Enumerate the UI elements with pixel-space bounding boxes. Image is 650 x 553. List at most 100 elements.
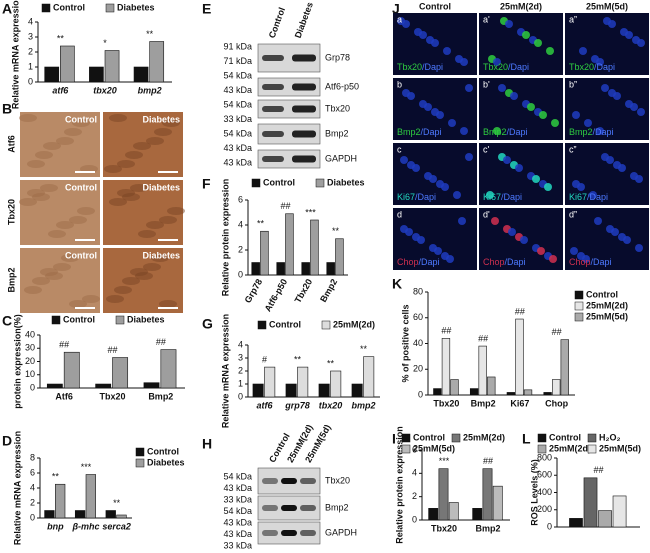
significance: ***: [81, 462, 92, 472]
nucleus: [419, 31, 427, 39]
y-axis-label: ROS Levels (%): [529, 459, 539, 526]
nucleus: [486, 191, 494, 199]
nucleus: [630, 103, 638, 111]
y-tick-label: 40: [25, 329, 35, 339]
blot-band: [262, 84, 284, 90]
significance: **: [332, 226, 340, 236]
tissue-texture: [40, 268, 58, 276]
kda-marker: 43 kDa: [223, 143, 252, 153]
bar: [438, 468, 449, 521]
y-tick-label: 4: [28, 16, 33, 26]
nucleus: [407, 92, 415, 100]
fluorescence-image: [479, 13, 563, 75]
nucleus: [453, 191, 461, 199]
band-label: Atf6-p50: [325, 81, 359, 91]
y-tick-label: 400: [537, 487, 552, 497]
y-tick-label: 20: [25, 356, 35, 366]
blot-band: [292, 105, 316, 113]
y-tick-label: 200: [537, 504, 552, 514]
nucleus: [508, 228, 516, 236]
nucleus: [537, 247, 545, 255]
counterstain: /Dapi: [415, 192, 436, 202]
legend-label: Control: [263, 177, 295, 187]
nucleus: [493, 127, 501, 135]
bar: [89, 66, 104, 83]
cell-letter: c”: [569, 144, 577, 154]
tissue-texture: [109, 198, 127, 206]
kda-marker: 33 kDa: [223, 114, 252, 124]
legend-swatch: [401, 444, 411, 454]
row-label: Bmp2: [6, 267, 16, 292]
legend-label: Diabetes: [117, 2, 155, 12]
legend-swatch: [251, 178, 261, 188]
band-label: Tbx20: [325, 103, 350, 113]
scale-bar: [158, 171, 178, 173]
tissue-texture: [154, 128, 172, 136]
bar: [478, 345, 487, 396]
significance: **: [57, 33, 65, 43]
panel-label: I: [392, 431, 396, 447]
y-tick-label: 0: [418, 389, 423, 399]
legend-swatch: [587, 433, 597, 443]
bar: [318, 383, 330, 398]
band-label: Bmp2: [325, 502, 349, 512]
nucleus: [601, 84, 609, 92]
y-tick-label: 0: [238, 269, 243, 279]
nucleus: [579, 47, 587, 55]
nucleus: [572, 111, 580, 119]
legend-label: Control: [586, 289, 618, 299]
nucleus: [534, 39, 542, 47]
significance: **: [360, 344, 368, 354]
y-axis-label: Relative protein expression: [394, 426, 404, 544]
significance: **: [327, 358, 335, 368]
nucleus: [606, 156, 614, 164]
y-tick-label: 0: [30, 382, 35, 392]
legend-label: Diabetes: [127, 314, 165, 324]
bar: [335, 238, 344, 276]
kda-marker: 43 kDa: [223, 157, 252, 167]
legend-swatch: [321, 320, 331, 330]
scale-bar: [158, 239, 178, 241]
panel-label: J: [392, 1, 400, 17]
legend-swatch: [135, 447, 145, 457]
counterstain: /Dapi: [507, 127, 528, 137]
y-axis-label: Relative protein expression: [220, 179, 230, 297]
bar: [55, 483, 66, 519]
x-tick-label: tbx20: [319, 400, 343, 410]
stain-name: Ki67: [483, 192, 501, 202]
bar: [297, 366, 309, 398]
x-tick-label: Bmp2: [318, 277, 339, 304]
bar: [60, 45, 75, 83]
legend-label: 25mM(2d): [586, 300, 628, 310]
bar: [506, 392, 516, 396]
legend-swatch: [135, 458, 145, 468]
tissue-texture: [77, 207, 95, 215]
stain-name: Tbx20: [397, 62, 422, 72]
legend-label: 25mM(5d): [599, 443, 641, 453]
significance: **: [113, 498, 121, 508]
x-tick-label: Atf6-p50: [263, 277, 290, 313]
tissue-texture: [104, 165, 122, 173]
blot-band: [300, 530, 316, 536]
bar: [252, 383, 264, 398]
significance: ##: [593, 465, 603, 475]
cell-letter: b: [397, 79, 402, 89]
panel-label: K: [392, 276, 402, 292]
tissue-texture: [35, 151, 53, 159]
y-tick-label: 0: [547, 521, 552, 531]
counterstain: /Dapi: [594, 62, 615, 72]
nucleus: [465, 84, 473, 92]
legend-label: Control: [269, 319, 301, 329]
y-tick-label: 4: [412, 468, 417, 478]
cell-letter: a”: [569, 14, 577, 24]
tissue-texture: [130, 268, 148, 276]
bar: [85, 474, 96, 519]
x-tick-label: grp78: [284, 400, 310, 410]
nucleus: [522, 31, 530, 39]
x-tick-label: β-mhc: [71, 521, 99, 531]
bar: [285, 213, 294, 276]
kda-marker: 43 kDa: [223, 483, 252, 493]
cell-letter: b': [483, 79, 490, 89]
bar: [552, 379, 561, 396]
bar: [160, 349, 177, 389]
